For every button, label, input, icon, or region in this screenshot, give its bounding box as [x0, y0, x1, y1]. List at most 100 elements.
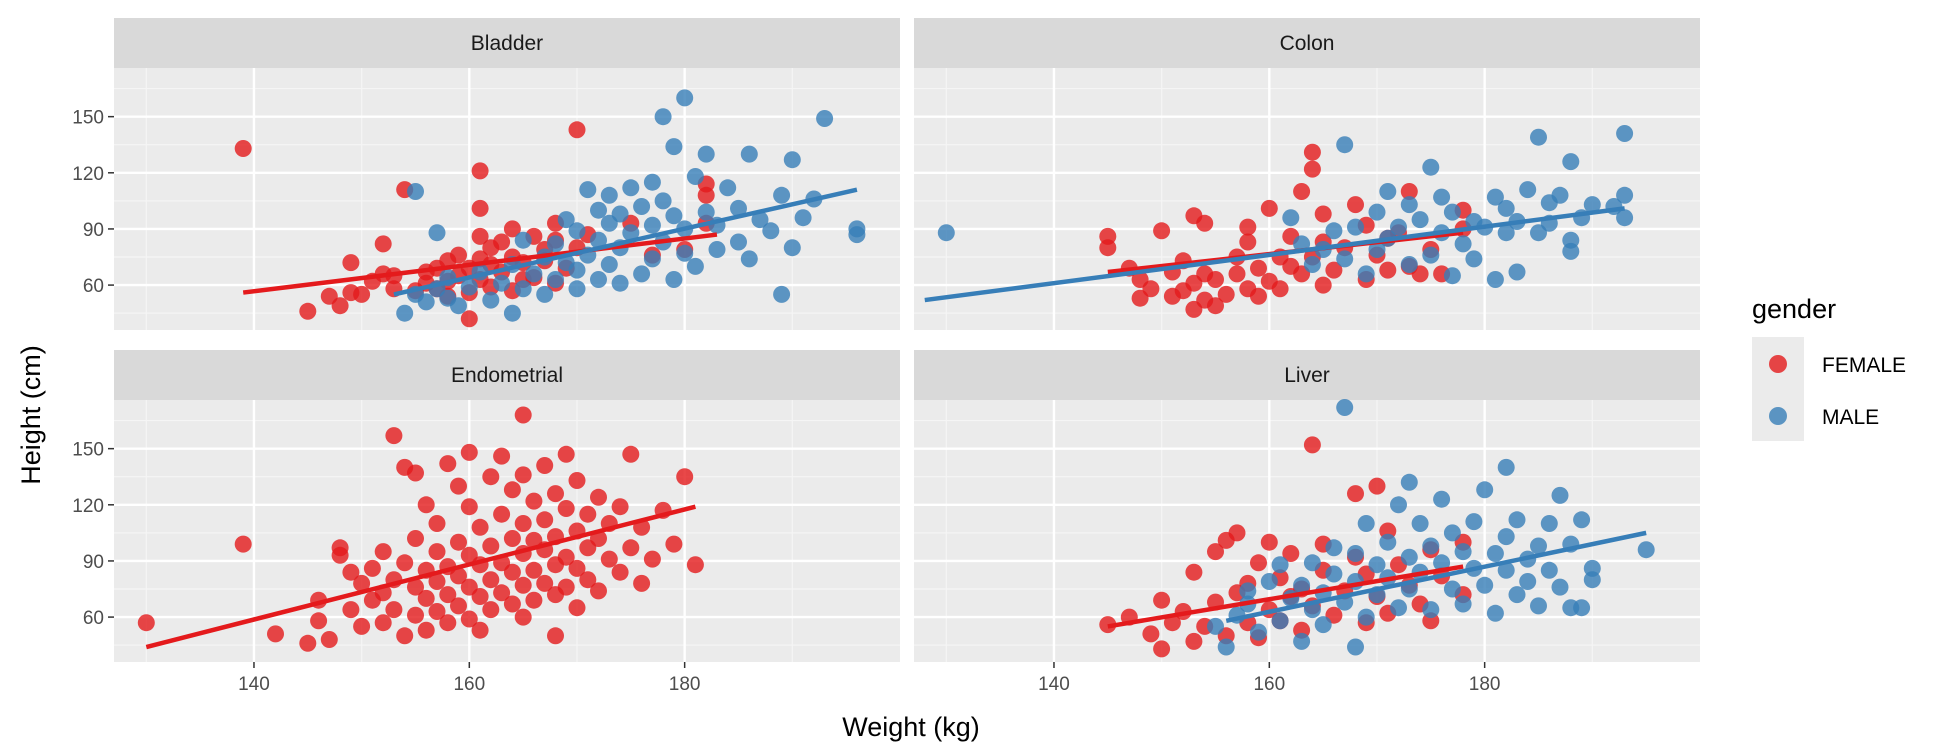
data-point — [353, 574, 371, 592]
data-point — [1314, 205, 1332, 223]
data-point — [1357, 515, 1375, 532]
data-point — [611, 563, 629, 581]
data-point — [751, 211, 769, 229]
data-point — [1616, 125, 1634, 142]
data-point — [385, 427, 403, 445]
data-point — [396, 304, 414, 322]
data-point — [740, 145, 758, 163]
data-point — [1336, 399, 1354, 416]
data-point — [590, 582, 607, 600]
data-point — [1217, 638, 1235, 656]
facet-colon: Colon — [914, 18, 1700, 330]
data-point — [1422, 537, 1440, 555]
data-point — [1228, 265, 1246, 283]
data-point — [374, 235, 392, 253]
data-point — [568, 261, 586, 279]
data-point — [482, 537, 500, 555]
data-point — [137, 614, 155, 632]
data-point — [396, 627, 414, 645]
data-point — [568, 280, 586, 298]
y-tick-label: 150 — [72, 108, 104, 129]
data-point — [665, 271, 683, 288]
data-point — [1142, 280, 1160, 298]
facet-strip — [114, 18, 900, 68]
data-point — [536, 457, 554, 474]
data-point — [1476, 481, 1494, 499]
data-point — [643, 216, 661, 234]
data-point — [439, 455, 457, 473]
data-point — [1336, 250, 1354, 268]
panel-background — [114, 400, 900, 662]
data-point — [1357, 265, 1375, 283]
data-point — [471, 199, 489, 217]
data-point — [1239, 218, 1257, 236]
legend-label-female: FEMALE — [1822, 354, 1906, 377]
data-point — [1443, 580, 1461, 598]
data-point — [622, 445, 640, 463]
data-point — [1325, 539, 1343, 557]
y-tick-label: 90 — [83, 552, 104, 573]
data-point — [633, 265, 651, 283]
y-tick-label: 60 — [83, 276, 104, 297]
data-point — [622, 179, 640, 197]
x-tick-label: 140 — [238, 674, 270, 695]
facet-liver: Liver — [914, 350, 1700, 662]
data-point — [1400, 473, 1418, 491]
data-point — [503, 304, 521, 322]
data-point — [557, 548, 575, 566]
data-point — [1583, 571, 1601, 589]
data-point — [1153, 591, 1171, 609]
data-point — [1530, 128, 1547, 146]
data-point — [460, 310, 478, 328]
data-point — [1314, 616, 1332, 634]
data-point — [1422, 601, 1440, 619]
data-point — [428, 603, 446, 620]
data-point — [1303, 256, 1321, 273]
data-point — [1465, 513, 1483, 531]
data-point — [1271, 280, 1289, 298]
data-point — [1379, 261, 1397, 279]
data-point — [1303, 160, 1321, 178]
data-point — [428, 543, 446, 561]
data-point — [557, 578, 575, 596]
data-point — [503, 563, 521, 581]
data-point — [342, 563, 360, 581]
data-point — [1465, 250, 1483, 268]
y-tick-label: 60 — [83, 608, 104, 629]
data-point — [1433, 554, 1451, 572]
data-point — [1390, 496, 1407, 514]
data-point — [1508, 586, 1526, 604]
data-point — [1443, 203, 1461, 221]
data-point — [665, 207, 683, 225]
data-point — [514, 576, 532, 594]
data-point — [643, 250, 661, 268]
data-point — [568, 599, 586, 617]
data-point — [503, 481, 521, 499]
data-point — [643, 173, 661, 191]
data-point — [740, 250, 758, 268]
data-point — [514, 406, 532, 424]
facet-title: Liver — [1284, 364, 1330, 387]
facet-endometrial: Endometrial — [114, 350, 900, 662]
data-point — [1228, 524, 1246, 542]
y-tick-label: 90 — [83, 220, 104, 241]
data-point — [407, 464, 424, 482]
data-point — [493, 505, 511, 523]
data-point — [1433, 188, 1451, 206]
x-tick-label: 180 — [1469, 674, 1501, 695]
data-point — [1443, 267, 1461, 285]
data-point — [407, 606, 424, 624]
data-point — [503, 530, 521, 547]
data-point — [1454, 235, 1472, 253]
trend-line-male — [924, 206, 1625, 303]
data-point — [1293, 632, 1311, 650]
data-point — [1379, 183, 1397, 200]
data-point — [557, 445, 575, 463]
data-point — [1573, 599, 1591, 617]
data-point — [439, 586, 457, 604]
data-point — [450, 297, 467, 315]
data-point — [460, 498, 478, 516]
data-point — [1562, 153, 1580, 171]
data-point — [1099, 227, 1117, 245]
x-axis-ticks: 140 160 180 140 160 180 — [238, 662, 1501, 695]
